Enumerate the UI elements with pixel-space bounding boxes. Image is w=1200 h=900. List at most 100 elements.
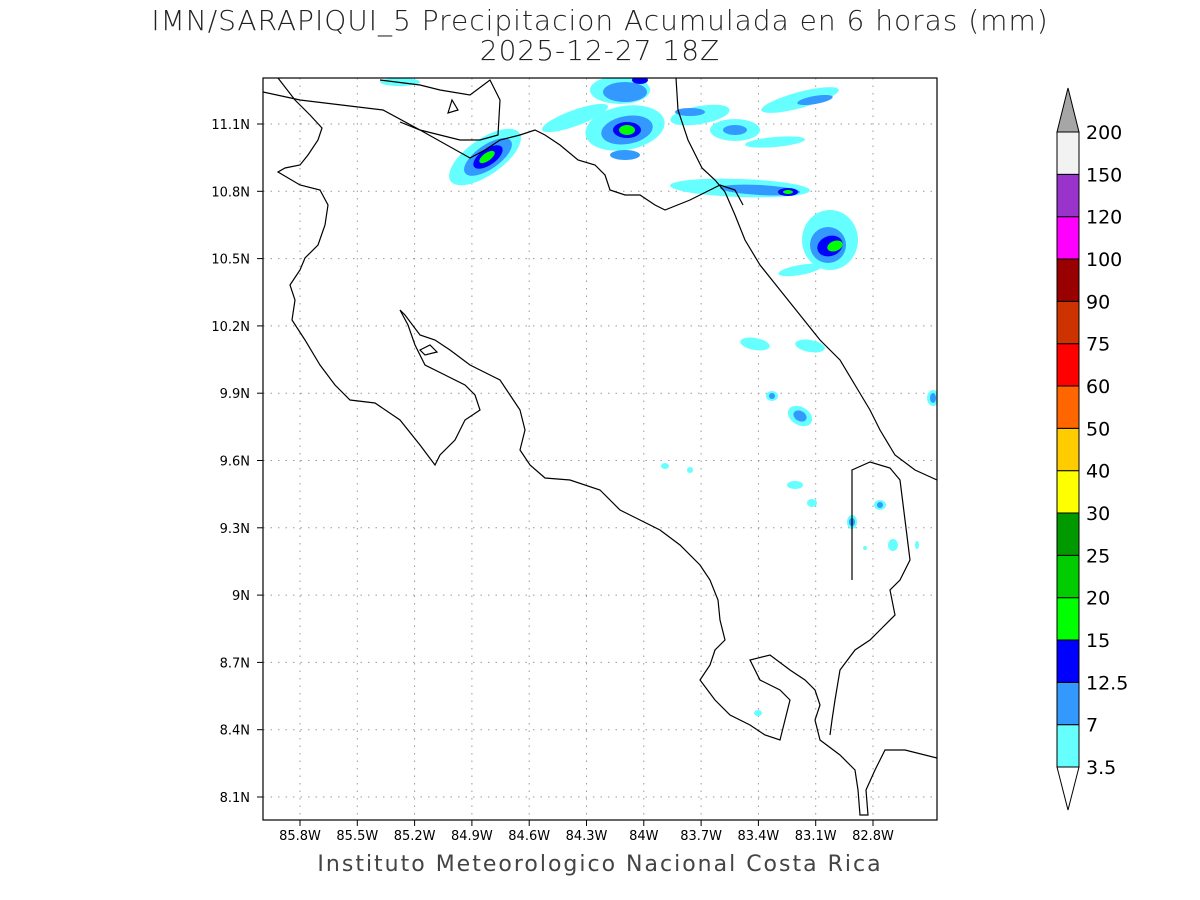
colorbar-swatch [1056, 173, 1080, 218]
precip-contour [769, 393, 775, 399]
precip-contour [619, 125, 635, 135]
lon-label: 83.1W [795, 829, 837, 844]
colorbar-swatch [1056, 216, 1080, 260]
precip-contour [754, 710, 762, 716]
precip-contour [541, 103, 609, 133]
precip-contour [740, 337, 770, 351]
coastlines [263, 78, 937, 816]
colorbar-label: 30 [1086, 503, 1110, 525]
caribbean-coast [675, 78, 937, 481]
colorbar-under-arrow [1056, 766, 1080, 811]
axis-labels: 85.8W 85.5W 85.2W 84.9W 84.6W 84.3W 84W 83.7W 83… [211, 118, 894, 844]
colorbar-label: 150 [1086, 164, 1122, 186]
colorbar-swatch [1056, 427, 1080, 472]
map-subtitle: 2025-12-27 18Z [479, 34, 721, 67]
colorbar-label: 7 [1086, 715, 1098, 737]
precip-contour [778, 263, 822, 277]
colorbar-label: 60 [1086, 376, 1110, 398]
lat-label: 8.7N [220, 656, 250, 671]
colorbar-label: 120 [1086, 207, 1122, 229]
precip-contour [661, 463, 669, 469]
precip-contour [793, 410, 807, 422]
map-frame [262, 77, 938, 821]
nicaragua-border [263, 91, 744, 211]
lon-label: 85.5W [336, 829, 378, 844]
pacific-coast [276, 78, 937, 816]
precip-contour [761, 87, 839, 113]
lon-label: 84W [629, 829, 659, 844]
lat-label: 8.4N [220, 724, 250, 739]
precip-contour [863, 546, 867, 550]
precip-contour [930, 393, 936, 403]
precip-contour [787, 481, 803, 489]
lon-label: 84.9W [451, 829, 493, 844]
footer-credit: Instituto Meteorologico Nacional Costa R… [317, 852, 883, 877]
lon-label: 85.8W [279, 829, 321, 844]
colorbar-label: 50 [1086, 418, 1110, 440]
precip-contour [479, 150, 495, 164]
colorbar-label: 12.5 [1086, 672, 1128, 694]
precip-contour [783, 190, 793, 194]
colorbar-swatch [1056, 131, 1080, 175]
precip-contour [915, 541, 919, 549]
precip-contour [603, 82, 647, 102]
colorbar-swatch [1056, 554, 1080, 599]
colorbar-label: 100 [1086, 249, 1122, 271]
precip-contours [380, 78, 937, 716]
colorbar-swatch [1056, 597, 1080, 641]
lake-nicaragua [379, 79, 501, 141]
colorbar-label: 20 [1086, 588, 1110, 610]
colorbar: 3.5 7 12.5 15 20 25 30 40 50 60 75 90 100 120 150 200 [1056, 87, 1128, 811]
lon-label: 83.7W [680, 829, 722, 844]
precip-contour [807, 499, 817, 507]
lat-label: 9.6N [220, 455, 250, 470]
colorbar-label: 40 [1086, 461, 1110, 483]
colorbar-swatch [1056, 258, 1080, 302]
map-title: IMN/SARAPIQUI_5 Precipitacion Acumulada … [151, 4, 1049, 37]
lon-label: 85.2W [394, 829, 436, 844]
lon-label: 84.3W [566, 829, 608, 844]
colorbar-swatch [1056, 639, 1080, 683]
precip-contour [675, 108, 705, 116]
colorbar-swatch [1056, 681, 1080, 726]
colorbar-label: 200 [1086, 122, 1122, 144]
island [418, 344, 439, 356]
colorbar-swatch [1056, 300, 1080, 345]
lat-label: 10.5N [211, 253, 250, 268]
precip-contour [610, 150, 640, 160]
colorbar-label: 75 [1086, 334, 1110, 356]
precip-contour [745, 136, 805, 148]
colorbar-swatch [1056, 470, 1080, 514]
precip-contour [687, 467, 693, 473]
colorbar-over-arrow [1056, 87, 1080, 133]
lat-label: 9.3N [220, 522, 250, 537]
colorbar-label: 90 [1086, 291, 1110, 313]
gridlines [263, 78, 937, 820]
island [447, 98, 459, 114]
precip-contour [827, 240, 843, 252]
lat-label: 11.1N [211, 118, 250, 133]
precip-contour [888, 539, 898, 551]
colorbar-label: 25 [1086, 545, 1110, 567]
lat-label: 10.8N [211, 185, 250, 200]
panama-border [829, 461, 911, 736]
lat-label: 10.2N [211, 320, 250, 335]
precip-contour [797, 94, 833, 106]
lon-label: 83.4W [737, 829, 779, 844]
lat-label: 8.1N [220, 791, 250, 806]
lat-label: 9.9N [220, 387, 250, 402]
colorbar-label: 15 [1086, 630, 1110, 652]
colorbar-swatch [1056, 385, 1080, 429]
colorbar-label: 3.5 [1086, 757, 1116, 779]
precip-contour [877, 502, 883, 508]
precip-contour [795, 339, 825, 353]
lon-label: 82.8W [852, 829, 894, 844]
lat-label: 9N [232, 589, 250, 604]
lon-label: 84.6W [508, 829, 550, 844]
colorbar-swatch [1056, 512, 1080, 556]
colorbar-swatch [1056, 343, 1080, 387]
precip-contour [632, 78, 648, 84]
colorbar-swatch [1056, 724, 1080, 768]
precip-contour [723, 125, 747, 135]
